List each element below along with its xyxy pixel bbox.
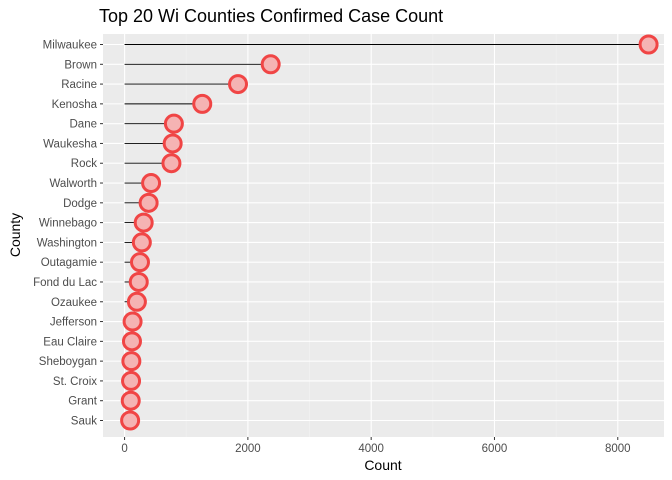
y-tick-label: Dane [70, 119, 98, 131]
y-axis-title: County [7, 213, 23, 257]
data-point [129, 252, 150, 273]
y-tick-label: Jefferson [50, 317, 97, 329]
data-point [121, 331, 142, 352]
x-tick-label: 2000 [235, 443, 261, 455]
y-tick-label: Sheboygan [39, 356, 97, 368]
data-point [121, 351, 142, 372]
x-tick-label: 6000 [482, 443, 508, 455]
y-tick-label: Washington [37, 237, 97, 249]
x-tick-label: 0 [121, 443, 127, 455]
data-point [163, 113, 184, 134]
data-point [122, 311, 143, 332]
data-point [138, 192, 159, 213]
y-tick-label: Racine [61, 79, 97, 91]
data-point [121, 370, 142, 391]
y-tick-label: Brown [64, 59, 97, 71]
y-tick-label: Grant [68, 396, 98, 408]
data-point [120, 390, 141, 411]
data-point [260, 54, 281, 75]
y-tick-label: Rock [71, 158, 97, 170]
x-tick-label: 4000 [358, 443, 384, 455]
points [120, 34, 659, 431]
data-point [228, 74, 249, 95]
x-axis-title: Count [364, 457, 401, 473]
plot-panel [103, 34, 664, 437]
data-point [126, 291, 147, 312]
y-tick-label: Fond du Lac [33, 277, 97, 289]
y-tick-label: Milwaukee [43, 40, 97, 52]
y-tick-label: Winnebago [39, 218, 97, 230]
y-tick-label: Waukesha [43, 138, 98, 150]
data-point [638, 34, 659, 55]
y-tick-label: Sauk [71, 416, 97, 428]
y-tick-label: Dodge [63, 198, 97, 210]
y-tick-label: Outagamie [41, 257, 97, 269]
y-axis-ticks: Milwaukee Brown Racine Kenosha Dane Waukesha R… [33, 40, 103, 428]
x-tick-label: 8000 [605, 443, 631, 455]
y-tick-label: Kenosha [52, 99, 98, 111]
data-point [161, 153, 182, 174]
y-tick-label: St. Croix [53, 376, 97, 388]
y-tick-label: Walworth [50, 178, 98, 190]
data-point [162, 133, 183, 154]
data-point [120, 410, 141, 431]
y-tick-label: Ozaukee [51, 297, 97, 309]
y-tick-label: Eau Claire [43, 336, 97, 348]
x-axis-ticks: 0 2000 4000 6000 8000 [121, 437, 631, 455]
chart-title: Top 20 Wi Counties Confirmed Case Count [99, 6, 443, 26]
data-point [141, 173, 162, 194]
data-point [131, 232, 152, 253]
data-point [133, 212, 154, 233]
data-point [128, 271, 149, 292]
data-point [192, 93, 213, 114]
